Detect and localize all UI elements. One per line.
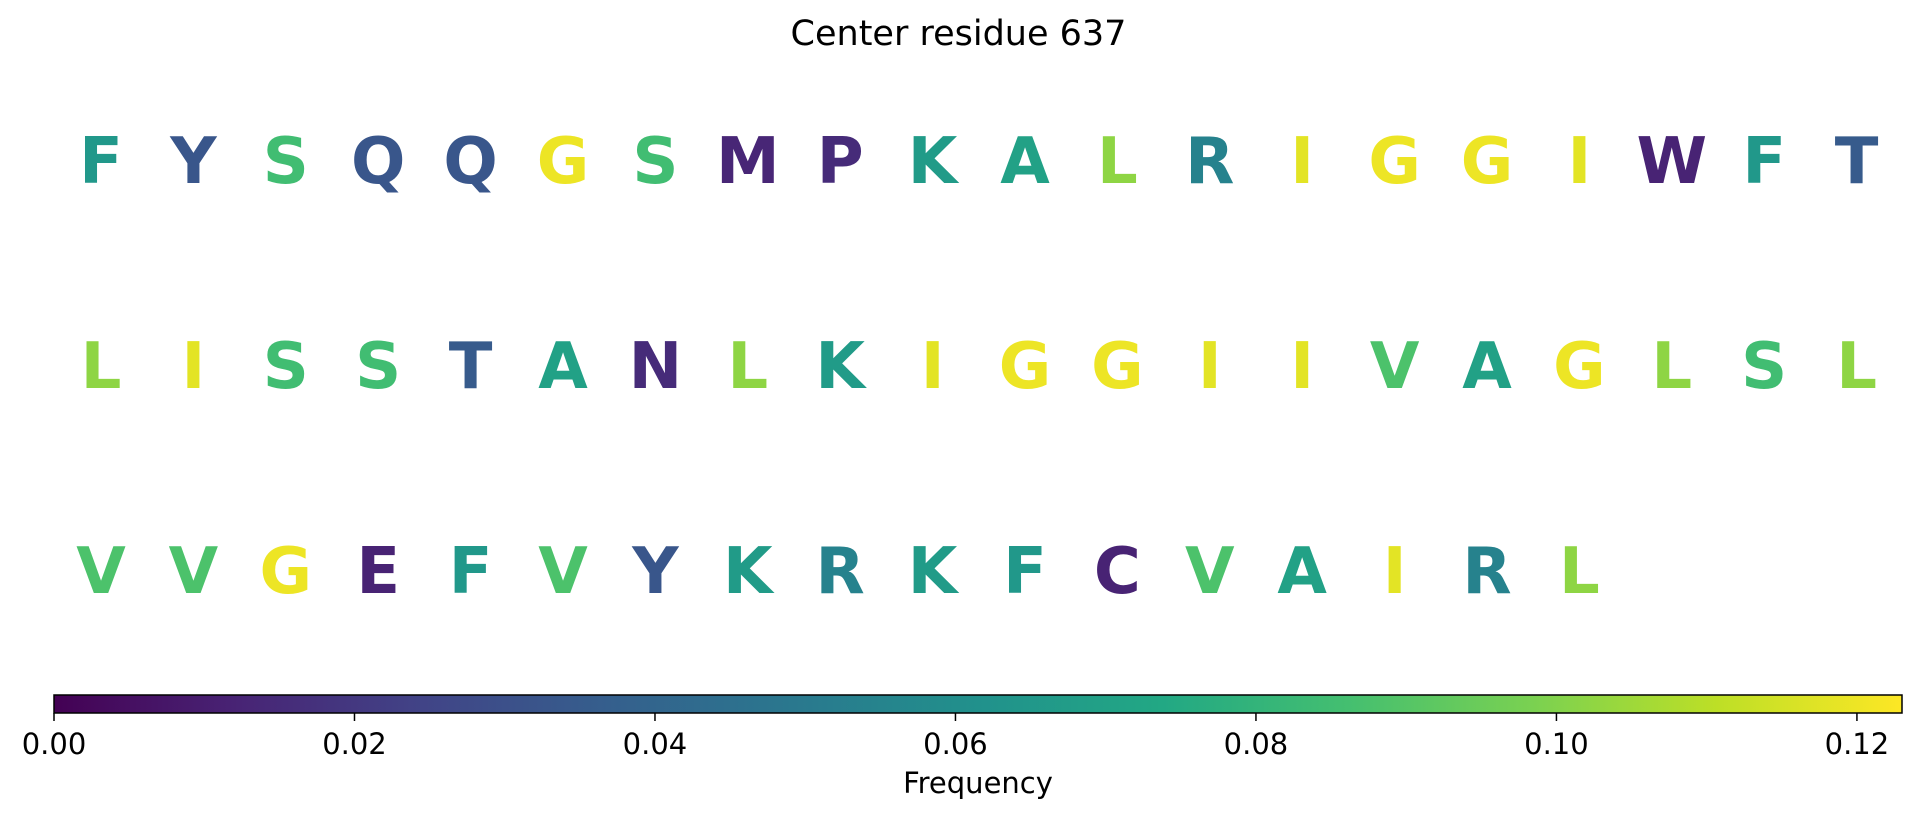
colorbar-tick-label: 0.10 [1524, 727, 1589, 761]
residue-letter: G [1091, 330, 1144, 404]
residue-letter: N [629, 330, 683, 404]
residue-letter: V [538, 535, 588, 609]
residue-letter: T [449, 330, 493, 404]
residue-letter: L [1836, 330, 1877, 404]
residue-letter: F [1742, 125, 1786, 199]
residue-letter: G [1368, 125, 1421, 199]
residue-letter: M [716, 125, 780, 199]
residue-letter: T [1835, 125, 1879, 199]
residue-letter: V [169, 535, 219, 609]
residue-letter: G [1553, 330, 1606, 404]
colorbar-tick-label: 0.08 [1224, 727, 1289, 761]
chart-title: Center residue 637 [790, 14, 1127, 54]
residue-letter: G [1461, 125, 1514, 199]
residue-letter: Q [443, 125, 497, 199]
sequence-letters: F Y S Q Q G S M P K A L R I G G I W F TL I S S T A N L K I G G I I V A G L S L… [76, 125, 1879, 609]
residue-letter: Q [351, 125, 405, 199]
residue-letter: S [355, 330, 401, 404]
residue-letter: I [1383, 535, 1407, 609]
residue-letter: A [1277, 535, 1327, 609]
residue-letter: I [1290, 125, 1314, 199]
colorbar-tick-label: 0.00 [22, 727, 87, 761]
colorbar-gradient [53, 694, 1903, 714]
colorbar-tick-label: 0.02 [322, 727, 387, 761]
residue-letter: I [1567, 125, 1591, 199]
residue-letter: A [1462, 330, 1512, 404]
residue-letter: G [260, 535, 313, 609]
colorbar-label: Frequency [903, 766, 1053, 800]
residue-letter: Y [631, 535, 679, 609]
residue-letter: V [1185, 535, 1235, 609]
residue-letter: W [1637, 125, 1708, 199]
residue-letter: I [1198, 330, 1222, 404]
residue-letter: R [1462, 535, 1511, 609]
residue-letter: L [1097, 125, 1138, 199]
residue-letter: F [1003, 535, 1047, 609]
colorbar-tick-label: 0.12 [1825, 727, 1890, 761]
residue-letter: C [1094, 535, 1141, 609]
residue-letter: A [538, 330, 588, 404]
residue-letter: P [817, 125, 864, 199]
residue-letter: L [1559, 535, 1600, 609]
residue-letter: R [1185, 125, 1234, 199]
residue-letter: I [1290, 330, 1314, 404]
residue-letter: F [79, 125, 123, 199]
residue-letter: K [815, 330, 867, 404]
colorbar: 0.00 0.02 0.04 0.06 0.08 0.10 0.12 Frequency [22, 694, 1903, 800]
residue-letter: G [999, 330, 1052, 404]
residue-letter: E [356, 535, 400, 609]
residue-letter: A [1000, 125, 1050, 199]
residue-letter: I [181, 330, 205, 404]
residue-letter: V [1370, 330, 1420, 404]
colorbar-tick-label: 0.04 [623, 727, 688, 761]
residue-letter: L [727, 330, 768, 404]
residue-letter: K [908, 535, 960, 609]
residue-letter: L [81, 330, 122, 404]
residue-letter: S [263, 330, 309, 404]
residue-letter: G [537, 125, 590, 199]
residue-letter: V [76, 535, 126, 609]
residue-letter: S [1741, 330, 1787, 404]
residue-letter: F [449, 535, 493, 609]
residue-letter: S [263, 125, 309, 199]
residue-letter: S [632, 125, 678, 199]
residue-letter: L [1651, 330, 1692, 404]
residue-letter: K [908, 125, 960, 199]
residue-letter: I [921, 330, 945, 404]
colorbar-tick-label: 0.06 [923, 727, 988, 761]
residue-letter: Y [169, 125, 217, 199]
residue-letter: R [816, 535, 865, 609]
residue-letter: K [723, 535, 775, 609]
